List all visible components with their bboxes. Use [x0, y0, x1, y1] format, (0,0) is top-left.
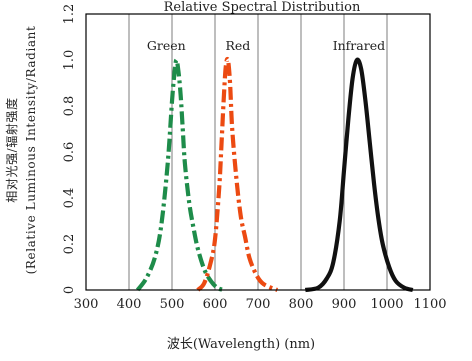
y-tick-label: 0.6 — [62, 142, 77, 163]
y-axis-label-line1: 相对光强/辐射强度 — [4, 97, 19, 202]
grid-layer — [128, 14, 388, 290]
y-axis-label-line2: (Relative Luminous Intensity/Radiant — [24, 26, 38, 275]
y-tick-label: 0.2 — [62, 234, 77, 255]
y-tick-label: 1.2 — [62, 4, 77, 25]
y-tick-label: 1.0 — [62, 50, 77, 71]
y-tick-label: 0.4 — [62, 188, 77, 209]
chart-title: Relative Spectral Distribution — [164, 0, 361, 15]
x-tick-label: 600 — [203, 297, 228, 312]
x-tick-label: 700 — [246, 297, 271, 312]
series-line-green — [135, 57, 225, 293]
x-tick-label: 300 — [74, 297, 99, 312]
x-tick-label: 1000 — [370, 297, 403, 312]
series-line-infrared — [304, 57, 414, 293]
x-tick-label: 400 — [117, 297, 142, 312]
x-tick-label: 800 — [289, 297, 314, 312]
x-axis-label: 波长(Wavelength) (nm) — [167, 337, 315, 352]
y-tick-label: 0 — [62, 286, 77, 294]
series-label-green: Green — [147, 38, 186, 53]
y-tick-label: 0.8 — [62, 96, 77, 117]
x-tick-label: 1100 — [413, 297, 446, 312]
tick-layer: 300 400 500 600 700 800 900 1000 1100 0 0.2 0.4 0.6 0… — [62, 4, 447, 312]
series-label-red: Red — [225, 38, 250, 53]
plot-frame — [85, 13, 431, 291]
label-layer: Green Red Infrared — [147, 38, 385, 53]
series-line-red — [196, 56, 279, 292]
series-layer — [135, 56, 414, 293]
x-tick-label: 500 — [160, 297, 185, 312]
series-label-infrared: Infrared — [333, 38, 385, 53]
x-tick-label: 900 — [332, 297, 357, 312]
